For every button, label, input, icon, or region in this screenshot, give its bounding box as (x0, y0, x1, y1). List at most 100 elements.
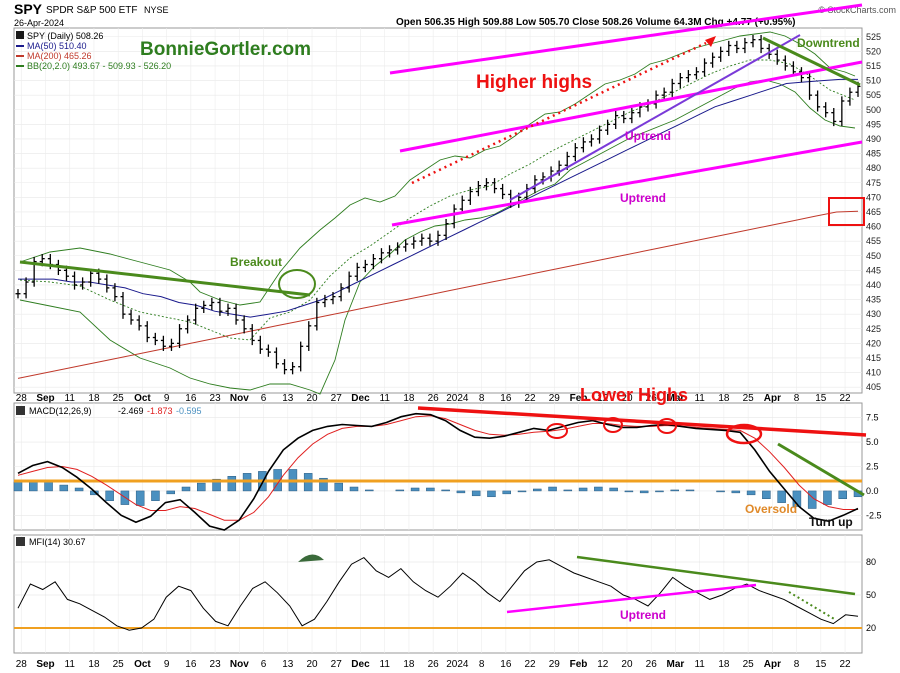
price-bar (435, 230, 441, 246)
price-bar (249, 324, 255, 346)
price-bar (273, 347, 279, 369)
macd-y-ticks: 7.5 5.0 2.5 0.0 -2.5 (866, 413, 882, 521)
x-tick-label: Apr (764, 659, 781, 670)
macd-tick-label: 5.0 (866, 437, 879, 447)
x-tick-label: 11 (380, 393, 391, 404)
x-tick-label: 26 (646, 393, 658, 404)
price-bar (807, 72, 813, 100)
macd-histogram-bar (670, 489, 679, 492)
x-tick-label: 15 (815, 393, 827, 404)
x-tick-label: 8 (794, 659, 800, 670)
x-tick-label: 20 (621, 659, 633, 670)
price-bar (774, 49, 780, 65)
x-tick-label: 9 (164, 659, 170, 670)
x-tick-label: 22 (525, 393, 537, 404)
mfi-tick-label: 20 (866, 623, 876, 633)
price-bar (726, 40, 732, 57)
price-bar (451, 204, 457, 229)
breakout-resistance-line (19, 260, 311, 297)
macd-histogram-bar (197, 482, 206, 492)
price-bar (605, 119, 611, 135)
x-tick-label: 16 (500, 659, 512, 670)
ticker-name: SPDR S&P 500 ETF (46, 5, 138, 16)
x-tick-label: 8 (479, 393, 485, 404)
macd-legend-v1: -2.469 (118, 406, 144, 416)
x-tick-label: 23 (210, 659, 222, 670)
legend-bb: BB(20,2.0) 493.67 - 509.93 - 526.20 (27, 61, 171, 71)
macd-tick-label: 2.5 (866, 462, 879, 472)
macd-legend-v3: -0.595 (176, 406, 202, 416)
macd-histogram-bar (762, 490, 771, 499)
price-y-ticks: 405 410 415 420 425 430 435 440 445 450 455 460 465 4… (866, 32, 881, 392)
inner-uptrend-line (509, 34, 801, 201)
price-tick-label: 420 (866, 338, 881, 348)
x-tick-label: 6 (261, 659, 267, 670)
price-bar (831, 108, 837, 127)
price-tick-label: 525 (866, 32, 881, 42)
price-bar (88, 268, 94, 287)
price-bar (847, 87, 853, 106)
x-tick-label: 11 (65, 659, 76, 670)
macd-histogram-bar (777, 490, 786, 503)
price-bar (362, 259, 368, 273)
price-tick-label: 450 (866, 251, 881, 261)
legend-price: SPY (Daily) 508.26 (27, 31, 103, 41)
macd-legend-label: MACD(12,26,9) (29, 406, 92, 416)
price-bar (177, 324, 183, 349)
price-bar (338, 283, 344, 302)
macd-histogram-bar (716, 490, 725, 493)
price-tick-label: 445 (866, 265, 881, 275)
bollinger-middle-band (19, 59, 856, 341)
macd-legend-icon (16, 406, 25, 415)
bollinger-lower-band (19, 79, 856, 395)
price-tick-label: 510 (866, 76, 881, 86)
mfi-line (17, 556, 859, 631)
mfi-uptrend-line (506, 583, 757, 614)
price-bar (282, 359, 288, 375)
macd-histogram-bar (823, 490, 832, 505)
price-tick-label: 480 (866, 163, 881, 173)
legend-ma50: MA(50) 510.40 (27, 41, 87, 51)
mfi-panel: 80 50 20 Uptrend MFI(14) 30.67 (13, 534, 876, 654)
x-tick-label: 16 (185, 659, 197, 670)
macd-histogram-bar (487, 490, 496, 498)
x-tick-label: Oct (134, 393, 151, 404)
x-tick-label: 20 (306, 393, 318, 404)
price-bar (685, 70, 691, 83)
price-bar (661, 87, 667, 100)
macd-tick-label: 0.0 (866, 486, 879, 496)
price-bar (556, 160, 562, 176)
price-bar (233, 303, 239, 325)
x-tick-label: 15 (815, 659, 827, 670)
mfi-tick-label: 50 (866, 590, 876, 600)
x-tick-label: 26 (646, 659, 658, 670)
price-bar (378, 248, 384, 264)
x-tick-label: 12 (597, 393, 609, 404)
price-bar (588, 134, 594, 147)
x-tick-label: 16 (500, 393, 512, 404)
x-tick-label: 22 (525, 659, 537, 670)
price-tick-label: 405 (866, 382, 881, 392)
x-tick-label: 2024 (446, 659, 469, 670)
lower-highs-label: Lower Highs (580, 385, 688, 405)
price-tick-label: 470 (866, 192, 881, 202)
price-bar (354, 262, 360, 281)
price-tick-label: 465 (866, 207, 881, 217)
price-bar (532, 175, 538, 194)
x-tick-label: 13 (282, 393, 294, 404)
lower-high-circle-1 (546, 423, 568, 439)
macd-histogram-bar (639, 490, 649, 494)
downtrend-label: Downtrend (797, 36, 860, 50)
price-bar (443, 218, 449, 240)
x-tick-label: 20 (306, 659, 318, 670)
macd-histogram-bar (135, 490, 145, 506)
price-bar (580, 137, 586, 153)
price-bar (15, 289, 21, 299)
macd-histogram-bar (746, 490, 756, 496)
x-tick-label: Dec (351, 393, 370, 404)
price-bar (572, 143, 578, 162)
x-tick-label: 13 (282, 659, 294, 670)
macd-downtrend-line (777, 442, 865, 497)
oversold-label: Oversold (745, 502, 797, 516)
